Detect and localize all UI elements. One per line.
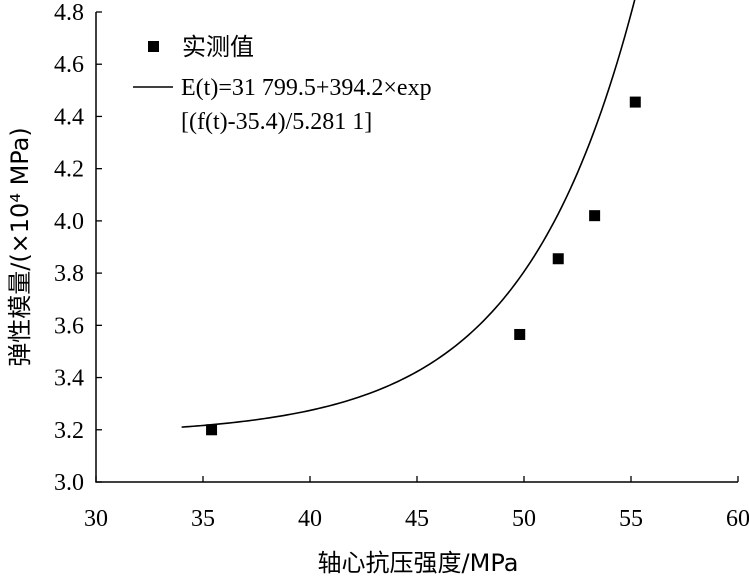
y-tick-label: 4.2	[54, 157, 84, 183]
plot-axes: 30 35 40 45 50 55 60 3.0 3.2 3.4 3.6 3.8 4.0 4.2 4.4 4…	[54, 0, 749, 532]
legend-marker-label: 实测值	[182, 33, 254, 61]
y-tick-label: 3.6	[54, 313, 84, 339]
y-tick-label: 3.8	[54, 261, 84, 287]
y-tick-label: 3.0	[54, 470, 84, 496]
x-tick-label: 50	[512, 506, 536, 532]
data-point	[206, 424, 218, 436]
y-tick-label: 3.2	[54, 418, 84, 444]
x-tick-label: 55	[619, 506, 643, 532]
data-point	[629, 96, 641, 108]
y-tick-label: 4.6	[54, 52, 84, 78]
y-tick-label: 4.8	[54, 0, 84, 26]
x-axis-ticks: 30 35 40 45 50 55 60	[84, 476, 749, 532]
y-axis-title: 弹性模量/(×10⁴ MPa)	[6, 127, 34, 367]
x-axis-title: 轴心抗压强度/MPa	[318, 549, 519, 577]
y-tick-label: 4.0	[54, 209, 84, 235]
y-tick-label: 4.4	[54, 104, 84, 130]
legend-line-label-2: [(f(t)-35.4)/5.281 1]	[181, 109, 372, 135]
fit-curve	[181, 0, 636, 428]
data-point	[514, 328, 526, 340]
legend: 实测值 E(t)=31 799.5+394.2×exp [(f(t)-35.4)…	[133, 33, 432, 135]
data-point	[589, 210, 601, 222]
x-tick-label: 40	[298, 506, 322, 532]
x-tick-label: 30	[84, 506, 108, 532]
legend-line-label-1: E(t)=31 799.5+394.2×exp	[181, 75, 432, 101]
series-layer	[181, 0, 641, 436]
data-point	[552, 253, 564, 265]
y-axis-ticks: 3.0 3.2 3.4 3.6 3.8 4.0 4.2 4.4 4.6 4.8	[54, 0, 102, 496]
y-tick-label: 3.4	[54, 366, 84, 392]
x-tick-label: 60	[726, 506, 749, 532]
x-tick-label: 45	[405, 506, 429, 532]
x-tick-label: 35	[191, 506, 215, 532]
legend-marker-swatch	[148, 41, 159, 52]
